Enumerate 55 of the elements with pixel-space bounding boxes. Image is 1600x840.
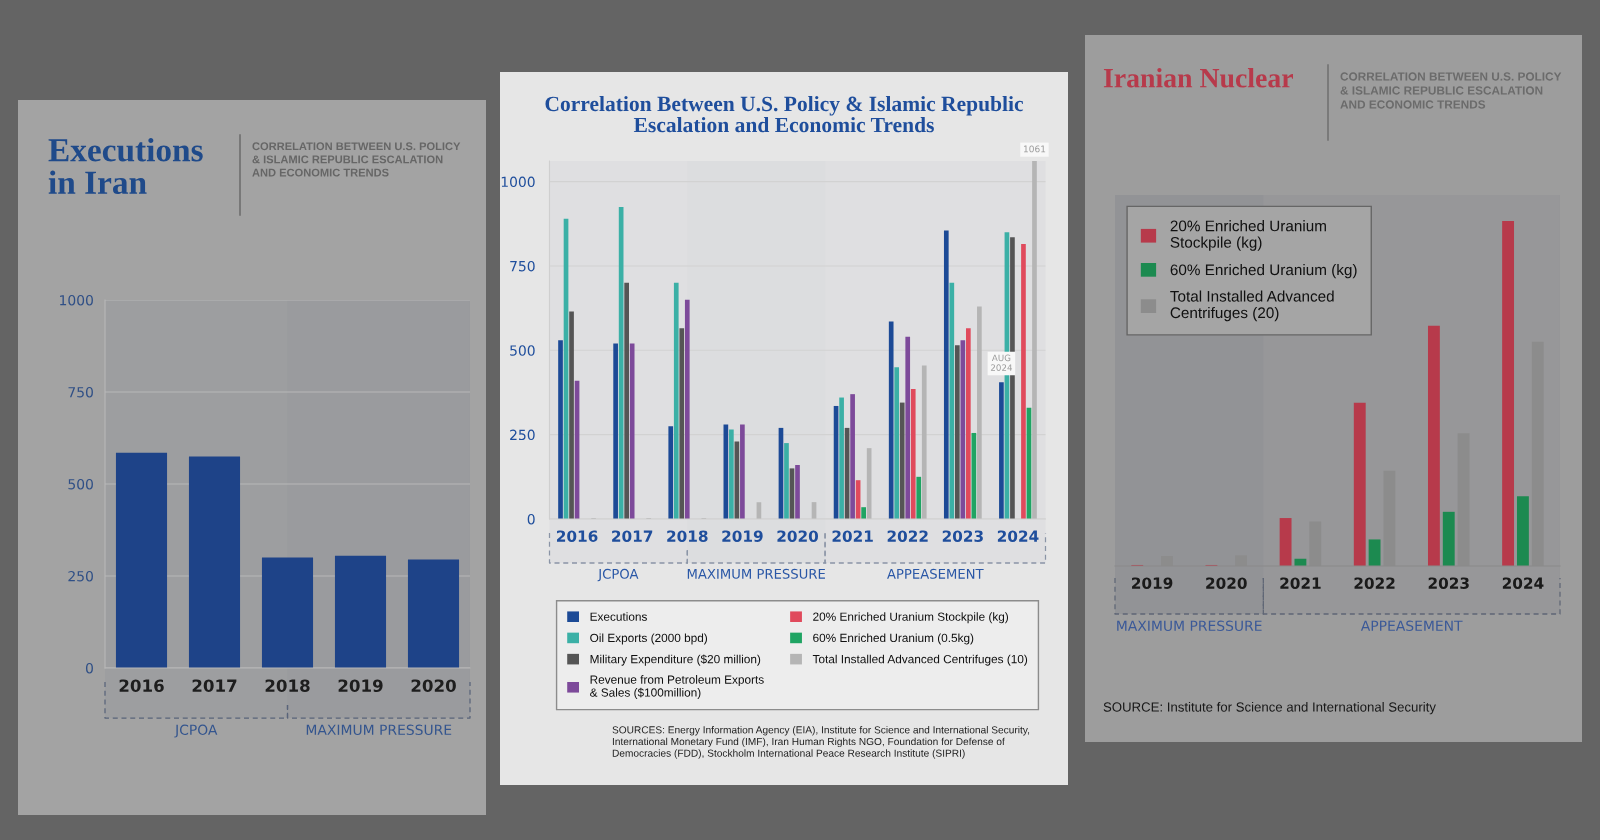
legend-label: Executions <box>590 612 647 621</box>
band-label: APPEASEMENT <box>887 568 984 579</box>
legend-label: 20% Enriched Uranium Stockpile (kg) <box>813 612 1009 624</box>
x-tick-label: 2022 <box>1354 577 1395 589</box>
band-label: MAXIMUM PRESSURE <box>306 724 452 736</box>
x-tick-label: 2019 <box>722 530 763 542</box>
x-tick-label: 2017 <box>612 530 653 542</box>
x-tick-label: 2023 <box>1428 577 1469 589</box>
x-tick-label: 2022 <box>887 530 928 542</box>
x-tick-label: 2017 <box>192 679 237 693</box>
x-tick-label: 2018 <box>265 679 310 693</box>
legend-label: Revenue from Petroleum Exports & Sales ($100million) <box>590 675 764 700</box>
x-tick-label: 2019 <box>1132 577 1173 589</box>
x-tick-label: 2016 <box>119 679 164 693</box>
x-tick-label: 2024 <box>997 530 1039 542</box>
annotation: AUG 2024 <box>990 354 1013 371</box>
data-label: 1061 <box>1023 145 1046 153</box>
legend-label: 20% Enriched Uranium Stockpile (kg) <box>1170 220 1326 251</box>
x-tick-label: 2020 <box>411 679 456 693</box>
legend-label: 60% Enriched Uranium (kg) <box>1170 264 1357 279</box>
y-tick-label: 750 <box>68 386 93 398</box>
chart-title: Executions in Iran <box>48 138 203 194</box>
y-tick-label: 1000 <box>501 176 535 188</box>
x-tick-label: 2019 <box>338 679 383 693</box>
x-tick-label: 2020 <box>1206 577 1247 589</box>
band-label: JCPOA <box>597 568 639 582</box>
x-tick-label: 2018 <box>667 530 708 542</box>
legend-label: 60% Enriched Uranium (0.5kg) <box>813 633 974 645</box>
source-note: SOURCE: Institute for Science and International Security <box>1103 702 1436 715</box>
x-tick-label: 2021 <box>832 530 873 542</box>
x-tick-label: 2020 <box>777 530 819 542</box>
source-note: SOURCES: Energy Information Agency (EIA), Institute for Science and International Security, International Monetary Fund (IMF), Iran Human Rights NGO, Foundation for Defense of Democracies (FDD), Stockholm International Peace Research Institute (SIPRI) <box>612 726 1030 759</box>
y-tick-label: 500 <box>68 478 93 490</box>
band-label: APPEASEMENT <box>1360 620 1463 632</box>
legend-label: Military Expenditure ($20 million) <box>590 654 761 666</box>
y-tick-label: 0 <box>527 513 535 525</box>
chart-subtitle: CORRELATION BETWEEN U.S. POLICY & ISLAMIC REPUBLIC ESCALATION AND ECONOMIC TRENDS <box>252 142 461 177</box>
legend-label: Total Installed Advanced Centrifuges (20) <box>1170 290 1334 322</box>
y-tick-label: 0 <box>85 662 93 674</box>
y-tick-label: 250 <box>510 429 535 441</box>
x-tick-label: 2023 <box>942 530 983 542</box>
chart-title: Iranian Nuclear <box>1103 68 1293 88</box>
legend-label: Total Installed Advanced Centrifuges (10) <box>812 654 1028 666</box>
x-tick-label: 2021 <box>1280 577 1321 589</box>
x-tick-label: 2024 <box>1502 577 1544 589</box>
chart-title: Correlation Between U.S. Policy & Islamic Republic Escalation and Economic Trends <box>545 96 1024 133</box>
y-tick-label: 1000 <box>60 294 93 306</box>
y-tick-label: 250 <box>68 570 93 582</box>
band-label: MAXIMUM PRESSURE <box>1117 620 1262 632</box>
y-tick-label: 500 <box>510 345 535 356</box>
band-label: MAXIMUM PRESSURE <box>687 568 825 579</box>
y-tick-label: 750 <box>510 260 535 272</box>
band-label: JCPOA <box>174 724 218 738</box>
x-tick-label: 2016 <box>557 530 598 542</box>
legend-label: Oil Exports (2000 bpd) <box>590 633 708 645</box>
